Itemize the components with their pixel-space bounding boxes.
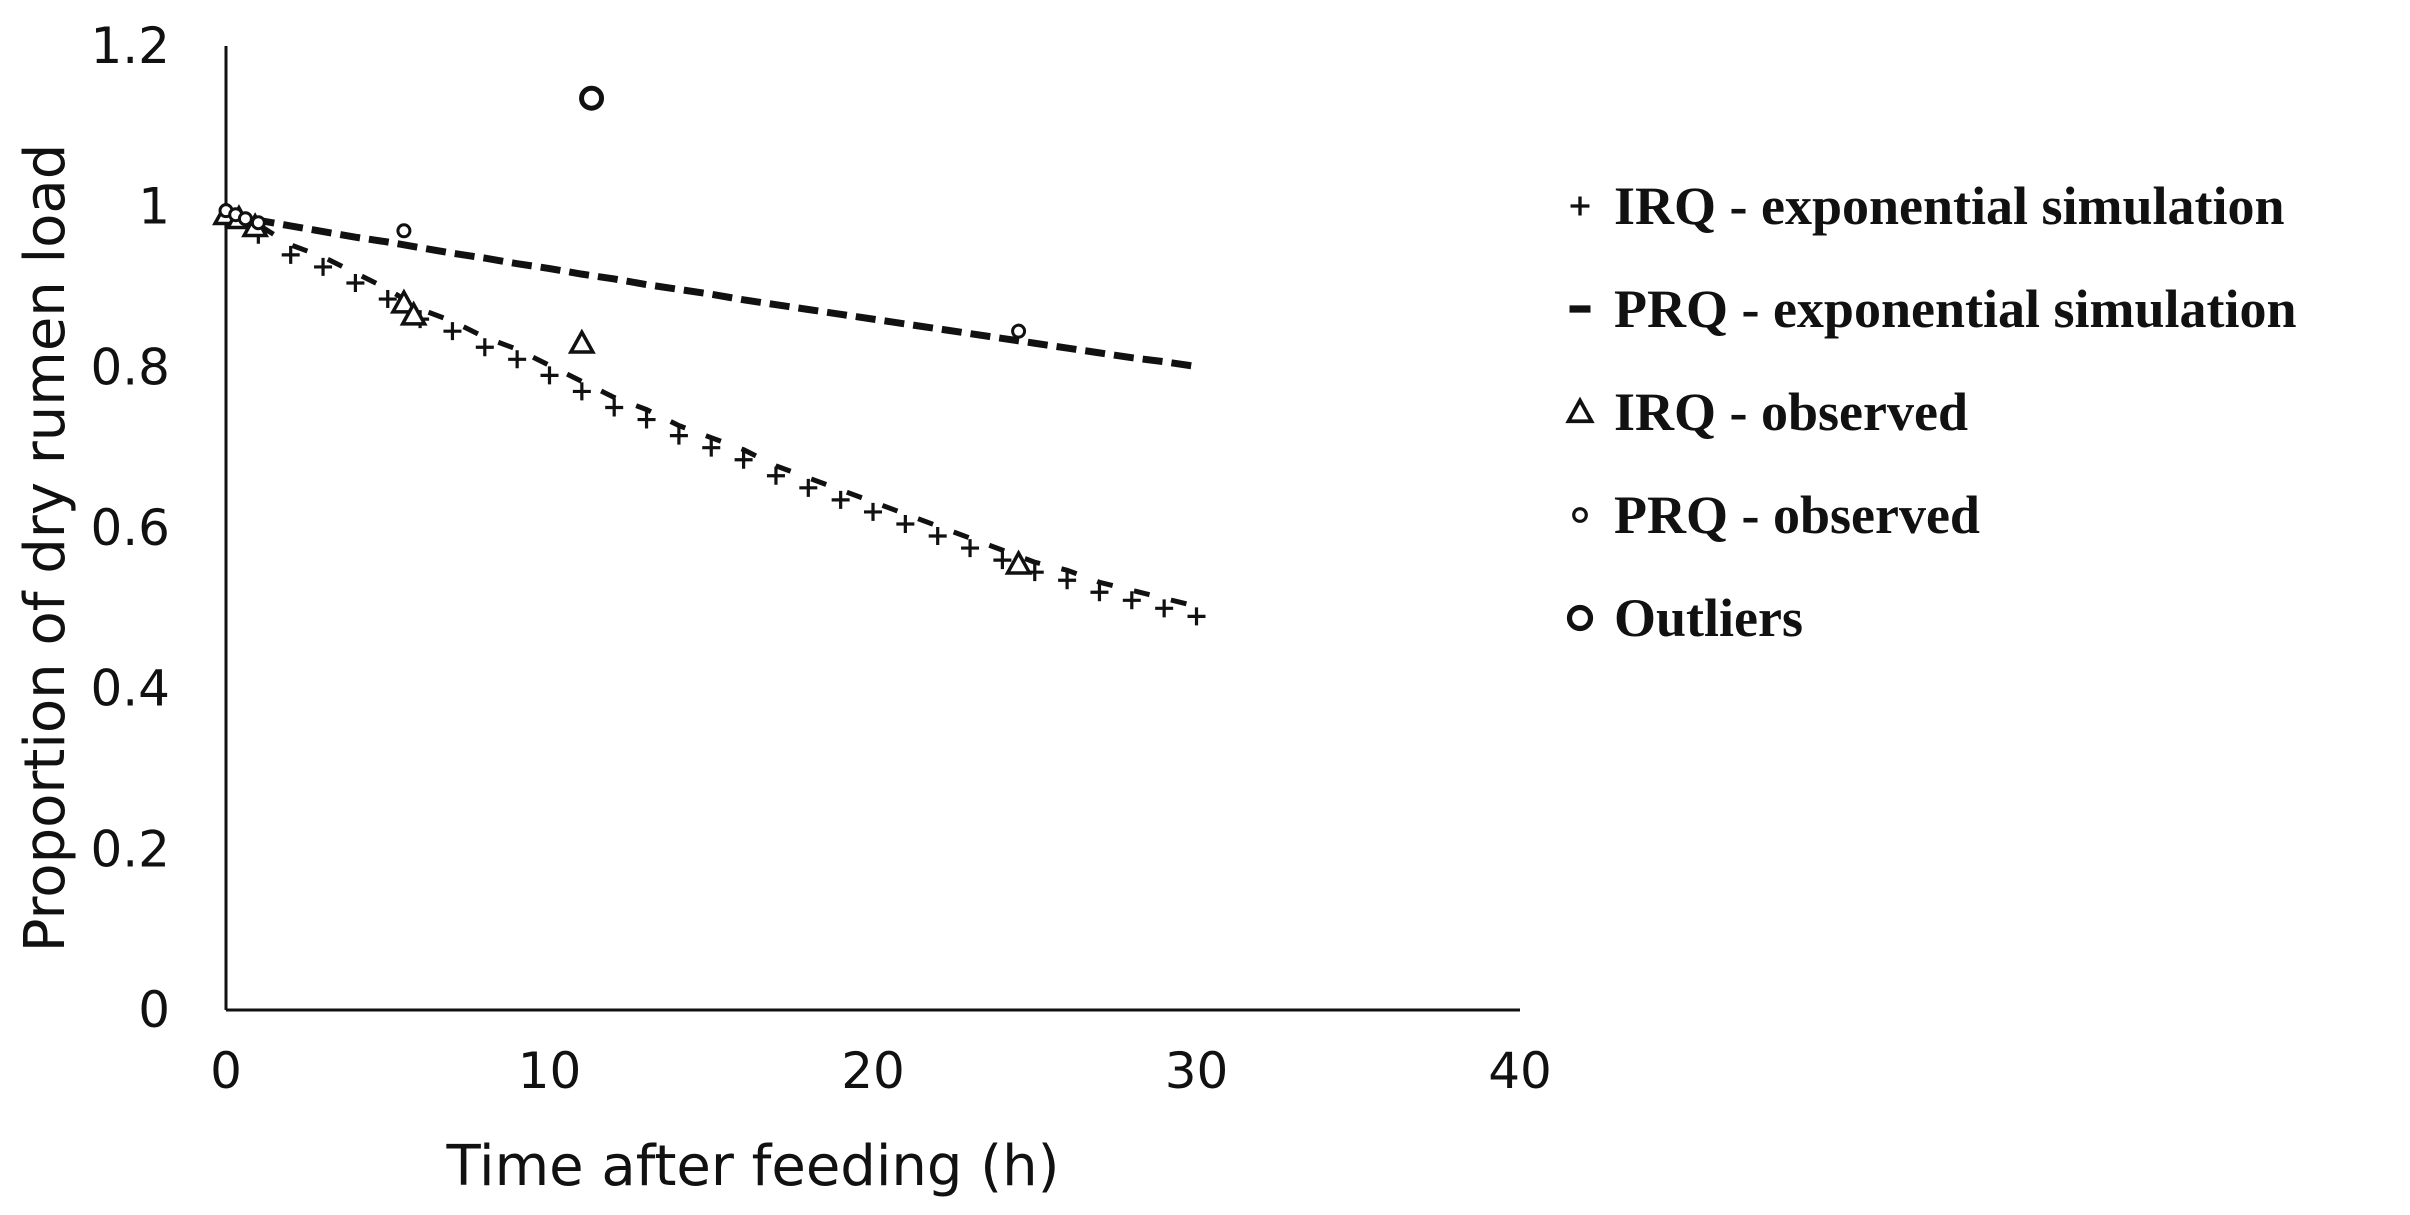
x-tick-label: 40 xyxy=(1488,1042,1552,1100)
x-tick-label: 30 xyxy=(1165,1042,1229,1100)
series-dash xyxy=(225,211,1198,370)
series-triangle xyxy=(212,200,1033,575)
x-tick-labels: 0 10 20 30 40 xyxy=(210,1042,1552,1100)
circle-marker xyxy=(250,215,266,231)
axes xyxy=(224,46,1520,1012)
circle-marker xyxy=(396,223,412,239)
legend-label: PRQ - exponential simulation xyxy=(1614,279,2297,339)
ring-marker xyxy=(579,85,605,111)
series-plus xyxy=(217,206,1206,626)
legend-item: Outliers xyxy=(1566,588,1803,648)
ring-marker xyxy=(1566,604,1594,632)
y-tick-labels: 0 0.2 0.4 0.6 0.8 1 1.2 xyxy=(90,17,170,1039)
plus-marker xyxy=(896,514,915,533)
plus-marker xyxy=(1090,583,1109,602)
y-tick-label: 0.8 xyxy=(90,338,170,396)
plus-marker xyxy=(572,382,591,401)
plus-marker xyxy=(443,322,462,341)
data-series xyxy=(212,85,1206,626)
plus-marker xyxy=(1155,599,1174,618)
plus-marker xyxy=(993,551,1012,570)
plus-marker xyxy=(766,466,785,485)
series-small-circle xyxy=(218,203,1027,339)
y-axis-label: Proportion of dry rumen load xyxy=(13,144,78,953)
plus-marker xyxy=(378,290,397,309)
plus-marker xyxy=(1570,196,1590,216)
plus-marker xyxy=(637,410,656,429)
y-tick-label: 1.2 xyxy=(90,17,170,75)
legend-label: Outliers xyxy=(1614,588,1803,648)
y-tick-label: 1 xyxy=(138,178,170,236)
plus-marker xyxy=(961,539,980,558)
x-axis-label: Time after feeding (h) xyxy=(446,1134,1060,1199)
plus-marker xyxy=(346,273,365,292)
irq-simulation-line xyxy=(224,206,1198,609)
circle-marker xyxy=(237,211,253,227)
y-tick-label: 0.6 xyxy=(90,499,170,557)
legend-label: IRQ - observed xyxy=(1614,382,1968,442)
circle-marker xyxy=(1572,507,1588,523)
legend-label: IRQ - exponential simulation xyxy=(1614,176,2285,236)
legend: IRQ - exponential simulation PRQ - expone… xyxy=(1565,176,2297,648)
plus-marker xyxy=(605,398,624,417)
plus-marker xyxy=(1058,571,1077,590)
plus-marker xyxy=(702,438,721,457)
x-tick-label: 20 xyxy=(841,1042,905,1100)
y-tick-label: 0.2 xyxy=(90,820,170,878)
plus-marker xyxy=(281,245,300,264)
legend-label: PRQ - observed xyxy=(1614,485,1980,545)
x-tick-label: 10 xyxy=(518,1042,582,1100)
plus-marker xyxy=(734,450,753,469)
legend-item: PRQ - observed xyxy=(1572,485,1980,545)
legend-item: PRQ - exponential simulation xyxy=(1569,279,2297,339)
plus-marker xyxy=(669,426,688,445)
plus-marker xyxy=(1187,607,1206,626)
plus-marker xyxy=(928,527,947,546)
triangle-marker xyxy=(399,300,428,326)
plus-marker xyxy=(540,366,559,385)
prq-simulation-line xyxy=(225,211,1198,370)
triangle-marker xyxy=(1004,549,1033,575)
plus-marker xyxy=(475,338,494,357)
legend-item: IRQ - observed xyxy=(1565,382,1968,442)
plus-marker xyxy=(831,490,850,509)
plus-marker xyxy=(864,502,882,521)
y-tick-label: 0 xyxy=(138,981,170,1039)
triangle-marker xyxy=(389,288,418,314)
plus-marker xyxy=(314,257,333,276)
series-ring xyxy=(579,85,605,111)
triangle-marker xyxy=(1565,396,1595,424)
plus-marker xyxy=(1122,591,1141,610)
legend-item: IRQ - exponential simulation xyxy=(1570,176,2285,236)
x-tick-label: 0 xyxy=(210,1042,242,1100)
circle-marker xyxy=(1011,323,1027,339)
plus-marker xyxy=(799,478,818,497)
y-tick-label: 0.4 xyxy=(90,660,170,718)
plus-marker xyxy=(508,350,527,369)
triangle-marker xyxy=(567,328,596,354)
